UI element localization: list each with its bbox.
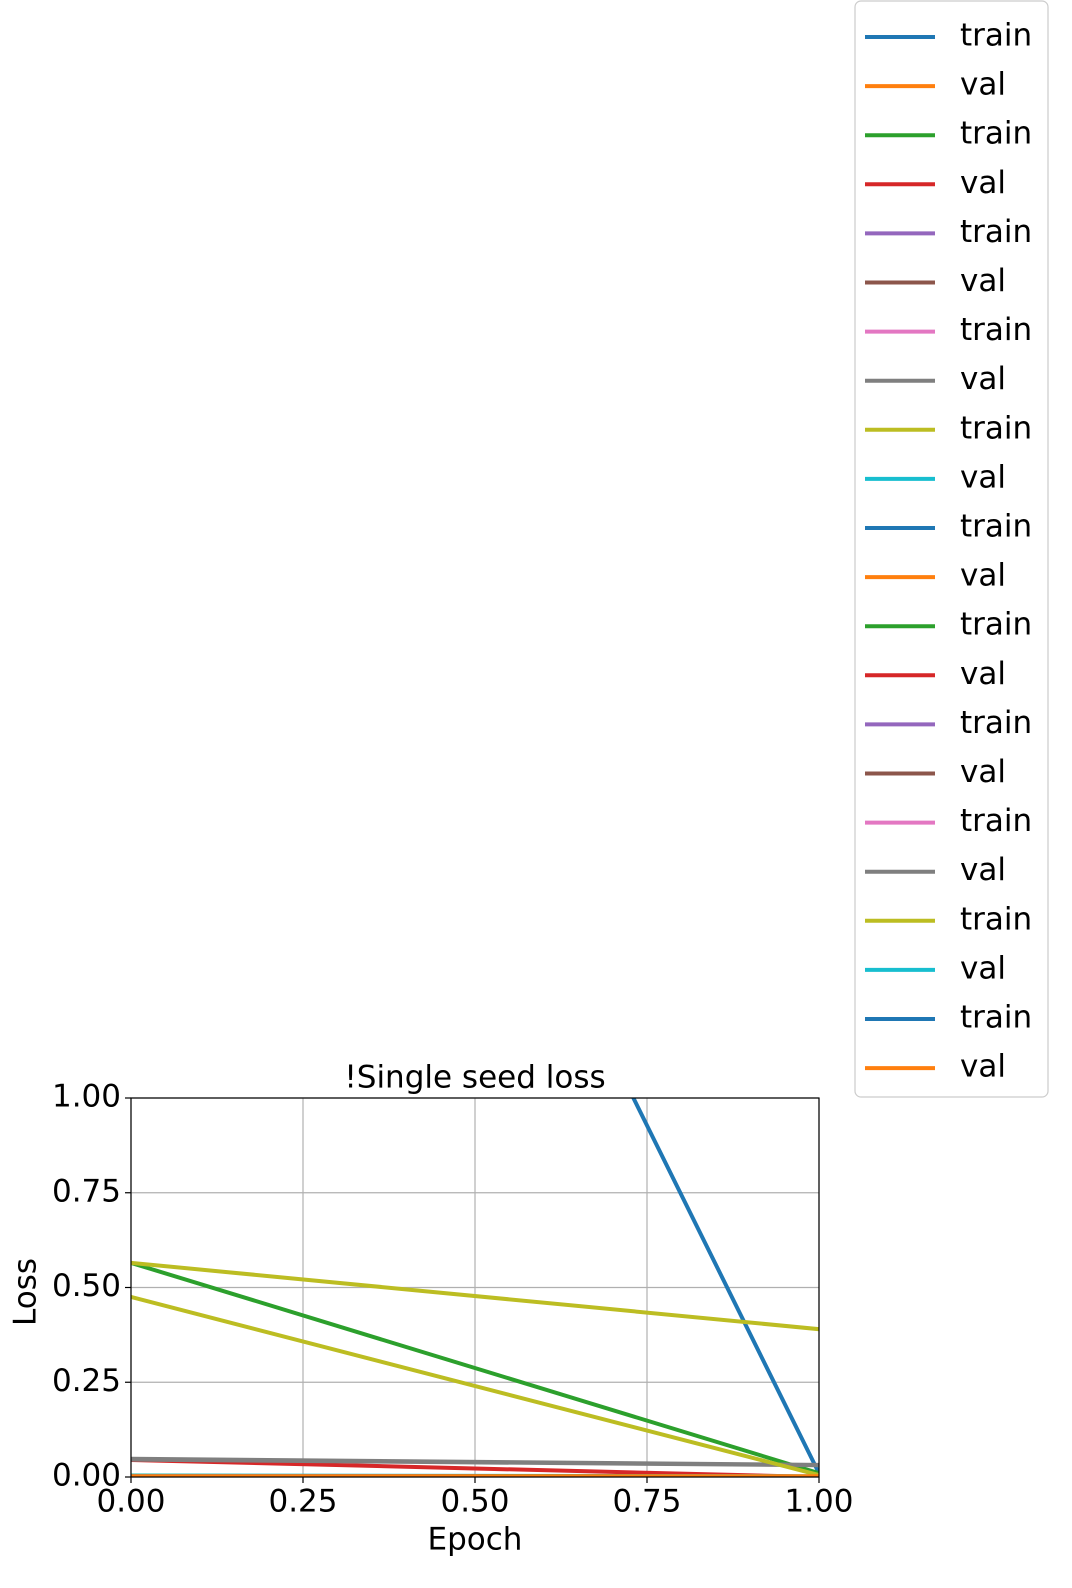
legend-label: val: [960, 459, 1006, 495]
legend-label: train: [960, 312, 1032, 348]
chart-title: !Single seed loss: [344, 1060, 605, 1096]
x-tick-label: 0.00: [96, 1484, 165, 1520]
legend-label: train: [960, 803, 1032, 839]
x-axis-label: Epoch: [428, 1522, 523, 1558]
legend-label: val: [960, 852, 1006, 888]
legend-label: val: [960, 558, 1006, 594]
series-line: [131, 1294, 819, 1477]
y-axis-label: Loss: [8, 1258, 44, 1326]
legend-label: val: [960, 950, 1006, 986]
y-tick-label: 0.00: [52, 1458, 121, 1494]
legend-label: train: [960, 607, 1032, 643]
y-tick-label: 0.75: [52, 1173, 121, 1209]
x-tick-label: 1.00: [784, 1484, 853, 1520]
legend-label: val: [960, 754, 1006, 790]
y-tick-label: 1.00: [52, 1079, 121, 1115]
x-tick-label: 0.75: [612, 1484, 681, 1520]
legend-label: val: [960, 656, 1006, 692]
legend-label: val: [960, 361, 1006, 397]
legend-label: train: [960, 901, 1032, 937]
series-line: [131, 1260, 819, 1332]
legend-label: val: [960, 263, 1006, 299]
legend-label: train: [960, 509, 1032, 545]
x-tick-label: 0.50: [440, 1484, 509, 1520]
legend-label: train: [960, 116, 1032, 152]
legend-label: train: [960, 1000, 1032, 1036]
legend-label: train: [960, 410, 1032, 446]
legend-label: train: [960, 18, 1032, 54]
legend-label: train: [960, 214, 1032, 250]
legend: train val train val train val train val train val…: [865, 18, 1032, 1085]
ticks: 0.00 0.25 0.50 0.75 1.00 0.00 0.25 0.50 0.75 1.00: [52, 1079, 854, 1520]
series-line: [131, 1260, 819, 1476]
legend-label: train: [960, 705, 1032, 741]
series-line: [131, 1457, 819, 1468]
y-tick-label: 0.50: [52, 1268, 121, 1304]
x-tick-label: 0.25: [268, 1484, 337, 1520]
series-line: [631, 1098, 819, 1476]
legend-label: val: [960, 165, 1006, 201]
legend-label: val: [960, 1049, 1006, 1085]
y-tick-label: 0.25: [52, 1363, 121, 1399]
grid: [130, 1097, 820, 1478]
legend-label: val: [960, 67, 1006, 103]
